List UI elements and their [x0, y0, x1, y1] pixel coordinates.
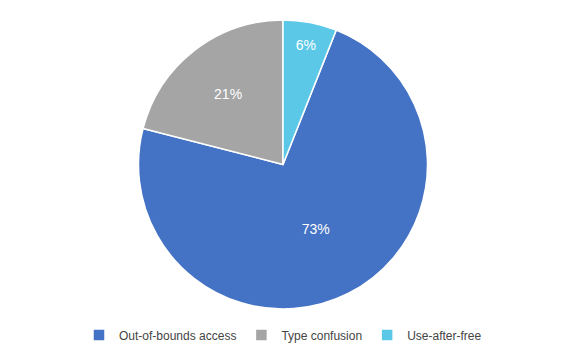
svg-text:Type confusion: Type confusion — [281, 329, 362, 343]
svg-text:Use-after-free: Use-after-free — [407, 329, 481, 343]
svg-text:73%: 73% — [302, 221, 330, 237]
svg-text:6%: 6% — [296, 37, 316, 53]
svg-text:21%: 21% — [214, 86, 242, 102]
svg-text:Out-of-bounds access: Out-of-bounds access — [119, 329, 236, 343]
